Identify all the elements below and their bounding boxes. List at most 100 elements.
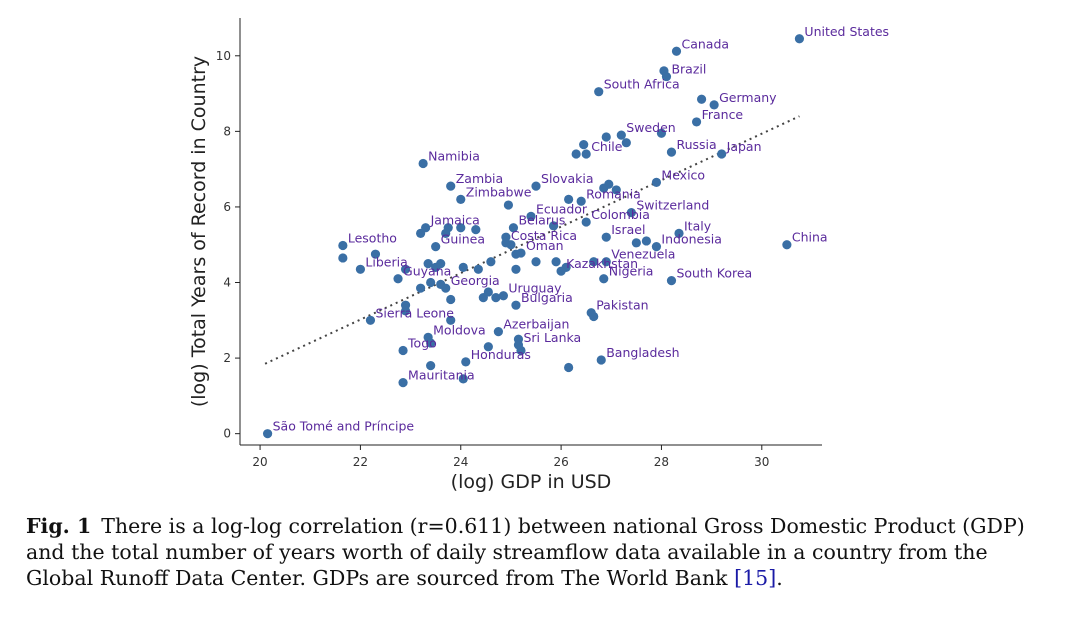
data-point-honduras (461, 357, 471, 367)
data-point (531, 257, 541, 267)
data-point (491, 293, 501, 303)
data-point-japan (717, 149, 727, 159)
data-point-kazakhstan (556, 266, 566, 276)
data-point (471, 225, 481, 235)
x-tick-label: 22 (353, 455, 368, 469)
data-point (579, 139, 589, 150)
data-point-togo (398, 345, 408, 356)
data-point-china (782, 240, 792, 250)
y-tick-label: 8 (223, 124, 231, 138)
data-point-lesotho (338, 240, 348, 251)
point-label-italy: Italy (684, 218, 712, 233)
data-point (621, 138, 631, 148)
caption-text: There is a log-log correlation (r=0.611)… (26, 514, 1025, 590)
point-label-china: China (792, 230, 828, 245)
x-tick-label: 24 (453, 455, 468, 469)
data-point (400, 264, 411, 274)
data-point (656, 128, 667, 138)
data-point (458, 262, 468, 272)
data-point (571, 149, 581, 159)
data-point-south-korea (666, 276, 677, 286)
point-label-indonesia: Indonesia (661, 232, 721, 247)
point-label-united-states: United States (804, 24, 889, 39)
point-label-honduras: Honduras (471, 347, 531, 362)
data-point-russia (666, 147, 677, 157)
data-point (483, 287, 493, 297)
trendline (264, 115, 800, 365)
data-point-germany (709, 100, 719, 110)
points-group (262, 34, 805, 439)
data-point-uruguay (498, 291, 509, 301)
data-point-united-states (794, 34, 805, 44)
point-label-azerbaijan: Azerbaijan (503, 317, 569, 332)
data-point-france (691, 117, 702, 127)
citation-link[interactable]: 15 (742, 566, 769, 590)
data-point (589, 257, 599, 267)
data-point (446, 294, 456, 305)
data-point-indonesia (651, 242, 662, 252)
data-point (473, 264, 483, 274)
x-tick-label: 28 (654, 455, 669, 469)
point-label-germany: Germany (719, 90, 777, 105)
point-label-israel: Israel (611, 222, 645, 237)
data-point (458, 374, 468, 384)
data-point (426, 361, 436, 371)
data-point (441, 228, 451, 238)
point-label-france: France (702, 107, 744, 122)
point-label-sweden: Sweden (626, 120, 675, 135)
data-point (446, 315, 456, 325)
y-tick-label: 4 (223, 276, 231, 290)
point-label-moldova: Moldova (433, 322, 486, 337)
data-point-italy (674, 228, 684, 238)
data-point-romania (576, 196, 586, 206)
data-point-guyana (393, 274, 403, 284)
point-label-romania: Romania (586, 186, 641, 201)
point-label-colombia: Colombia (591, 207, 650, 222)
data-point-ecuador (526, 211, 536, 221)
data-point (564, 194, 574, 204)
data-point (599, 183, 609, 193)
point-label-venezuela: Venezuela (611, 247, 675, 262)
point-label-kazakhstan: Kazakhstan (566, 256, 638, 271)
data-point (456, 223, 466, 233)
data-point-nigeria (599, 274, 609, 284)
data-point-sweden (616, 130, 626, 140)
figure-caption: Fig. 1 There is a log-log correlation (r=… (26, 513, 1056, 591)
point-label-chile: Chile (591, 139, 623, 154)
y-tick-label: 6 (223, 200, 231, 214)
point-label-bangladesh: Bangladesh (606, 345, 679, 360)
point-label-russia: Russia (676, 137, 716, 152)
point-label-nigeria: Nigeria (609, 264, 654, 279)
data-point-georgia (441, 283, 451, 293)
data-point (400, 306, 411, 316)
data-point (551, 257, 561, 267)
data-point-jamaica (421, 223, 431, 233)
point-label-togo: Togo (407, 336, 437, 351)
y-tick-label: 10 (216, 49, 231, 63)
data-point-zimbabwe (456, 194, 466, 204)
data-point-chile (581, 149, 591, 159)
data-point-costa-rica (501, 238, 511, 248)
data-point-azerbaijan (493, 327, 503, 337)
citation-close-bracket: ] (768, 566, 777, 590)
figure-label: Fig. 1 (26, 514, 92, 538)
point-label-mauritania: Mauritania (408, 368, 475, 383)
point-label-ecuador: Ecuador (536, 201, 588, 216)
point-label-guinea: Guinea (441, 232, 485, 247)
data-point-mexico (651, 177, 662, 187)
data-point-bulgaria (511, 300, 521, 310)
y-axis-label: (log) Total Years of Record in Country (188, 56, 210, 407)
x-tick-label: 30 (754, 455, 769, 469)
point-label-belarus: Belarus (518, 213, 565, 228)
data-point-namibia (418, 158, 428, 169)
data-point-sri-lanka (513, 340, 524, 350)
y-tick-label: 0 (223, 427, 231, 441)
point-label-costa-rica: Costa Rica (511, 228, 577, 243)
data-point-sao-tome-and-principe (262, 429, 273, 439)
point-label-bulgaria: Bulgaria (521, 290, 573, 305)
x-axis-label: (log) GDP in USD (451, 471, 612, 493)
data-point (431, 262, 441, 272)
point-label-georgia: Georgia (451, 273, 500, 288)
point-label-zimbabwe: Zimbabwe (466, 184, 532, 199)
